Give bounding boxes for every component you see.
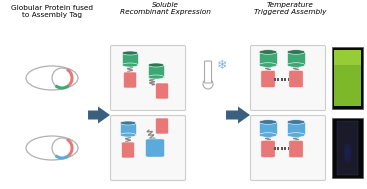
Ellipse shape: [287, 50, 305, 54]
Polygon shape: [259, 122, 277, 135]
Polygon shape: [88, 106, 110, 123]
Ellipse shape: [120, 121, 136, 125]
Bar: [288, 147, 289, 150]
Ellipse shape: [287, 120, 305, 124]
Polygon shape: [287, 52, 305, 65]
Ellipse shape: [259, 120, 277, 124]
Bar: [274, 77, 276, 81]
Ellipse shape: [345, 148, 349, 158]
Polygon shape: [332, 47, 363, 109]
FancyBboxPatch shape: [110, 115, 186, 180]
Bar: [284, 77, 286, 81]
Ellipse shape: [344, 143, 352, 163]
Bar: [284, 147, 286, 150]
Polygon shape: [226, 106, 250, 123]
Text: Soluble
Recombinant Expression: Soluble Recombinant Expression: [120, 2, 210, 15]
Polygon shape: [148, 65, 164, 77]
Ellipse shape: [203, 79, 213, 89]
Ellipse shape: [122, 63, 138, 67]
Ellipse shape: [287, 133, 305, 137]
FancyBboxPatch shape: [289, 70, 303, 88]
Ellipse shape: [287, 63, 305, 67]
Ellipse shape: [148, 63, 164, 67]
FancyBboxPatch shape: [251, 115, 326, 180]
Bar: [281, 147, 283, 150]
Ellipse shape: [259, 63, 277, 67]
FancyBboxPatch shape: [261, 140, 275, 158]
Text: Temperature
Triggered Assembly: Temperature Triggered Assembly: [254, 2, 326, 15]
FancyBboxPatch shape: [289, 140, 303, 158]
Polygon shape: [337, 121, 358, 175]
Ellipse shape: [120, 133, 136, 137]
Ellipse shape: [259, 133, 277, 137]
FancyBboxPatch shape: [156, 83, 168, 99]
FancyBboxPatch shape: [124, 72, 137, 88]
FancyBboxPatch shape: [204, 61, 211, 83]
FancyBboxPatch shape: [156, 118, 168, 134]
Polygon shape: [259, 52, 277, 65]
Polygon shape: [334, 50, 361, 65]
Bar: [274, 147, 276, 150]
FancyBboxPatch shape: [121, 142, 135, 158]
FancyBboxPatch shape: [251, 46, 326, 111]
Polygon shape: [122, 53, 138, 65]
Ellipse shape: [122, 51, 138, 55]
Polygon shape: [332, 118, 363, 178]
Polygon shape: [334, 50, 361, 106]
Polygon shape: [120, 123, 136, 135]
Ellipse shape: [148, 75, 164, 79]
Text: Globular Protein fused
to Assembly Tag: Globular Protein fused to Assembly Tag: [11, 5, 93, 18]
FancyBboxPatch shape: [261, 70, 275, 88]
Bar: [288, 77, 289, 81]
FancyBboxPatch shape: [110, 46, 186, 111]
Ellipse shape: [345, 146, 350, 160]
Bar: [281, 77, 283, 81]
Polygon shape: [287, 122, 305, 135]
Text: ❄: ❄: [217, 59, 227, 71]
Bar: [277, 77, 279, 81]
FancyBboxPatch shape: [145, 139, 165, 157]
Ellipse shape: [259, 50, 277, 54]
Bar: [277, 147, 279, 150]
